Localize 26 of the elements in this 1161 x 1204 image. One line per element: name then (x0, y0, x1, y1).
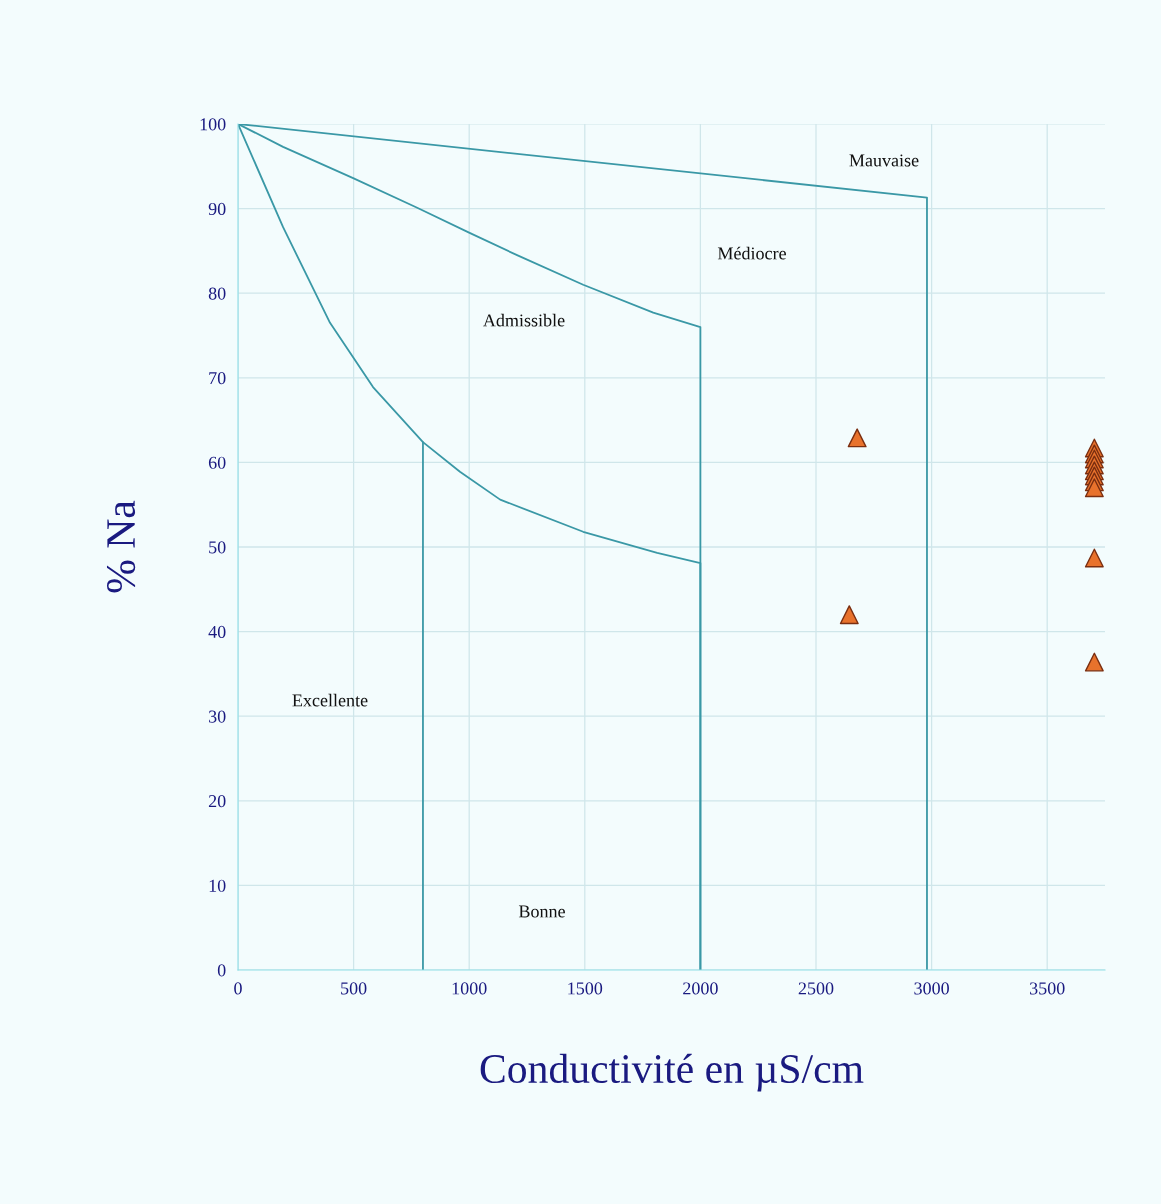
y-axis-title: % Na (106, 500, 136, 593)
y-tick-label: 0 (217, 964, 226, 977)
y-tick-label: 30 (209, 710, 226, 723)
x-tick-label: 1000 (452, 982, 487, 995)
x-tick-label: 500 (341, 982, 367, 995)
y-tick-label: 60 (208, 456, 226, 469)
x-tick-label: 3500 (1030, 982, 1065, 995)
annotation: Excellente (292, 693, 368, 707)
y-tick-label: 20 (208, 795, 226, 808)
x-tick-label: 1500 (568, 982, 603, 995)
x-tick-label: 2000 (683, 982, 718, 995)
y-tick-label: 80 (208, 287, 226, 300)
annotation: Admissible (483, 313, 565, 327)
y-tick-label: 100 (200, 118, 226, 131)
y-tick-label: 40 (208, 625, 226, 639)
annotation: Mauvaise (849, 154, 919, 167)
y-tick-label: 90 (208, 202, 226, 216)
x-tick-label: 2500 (798, 982, 834, 995)
annotation: Bonne (518, 905, 565, 918)
y-tick-label: 70 (209, 372, 226, 385)
x-axis-title: Conductivité en µS/cm (480, 1053, 864, 1092)
x-tick-label: 3000 (914, 982, 949, 995)
annotation: Médiocre (717, 246, 786, 260)
y-tick-label: 50 (209, 541, 226, 554)
x-tick-label: 0 (234, 982, 242, 995)
y-tick-label: 10 (209, 879, 226, 892)
